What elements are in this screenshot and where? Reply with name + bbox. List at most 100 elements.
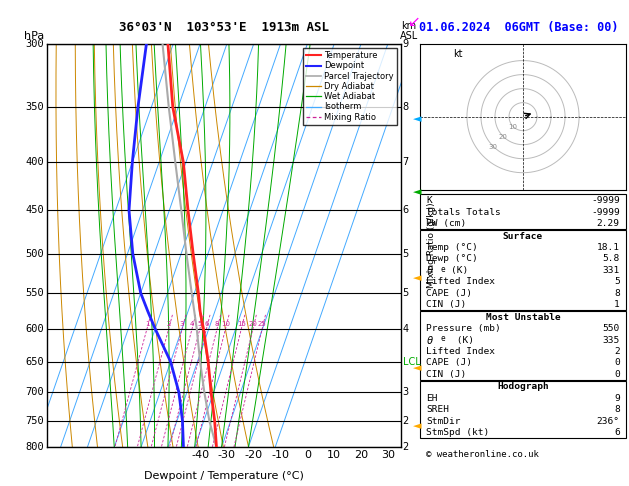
Text: ◄: ◄	[413, 273, 421, 283]
Text: Lifted Index: Lifted Index	[426, 278, 496, 286]
Text: 6: 6	[403, 206, 409, 215]
Text: Pressure (mb): Pressure (mb)	[426, 324, 501, 333]
Text: 15: 15	[237, 321, 246, 327]
Text: 2: 2	[403, 442, 409, 452]
Text: Hodograph: Hodograph	[497, 382, 549, 391]
Text: 650: 650	[25, 357, 44, 367]
Text: 7: 7	[403, 157, 409, 167]
Text: 25: 25	[258, 321, 267, 327]
Text: 5: 5	[403, 288, 409, 298]
Legend: Temperature, Dewpoint, Parcel Trajectory, Dry Adiabat, Wet Adiabat, Isotherm, Mi: Temperature, Dewpoint, Parcel Trajectory…	[303, 48, 397, 125]
Text: 3: 3	[403, 387, 409, 397]
Text: Temp (°C): Temp (°C)	[426, 243, 478, 252]
Text: 236°: 236°	[597, 417, 620, 426]
Text: θ: θ	[426, 266, 433, 276]
Text: K: K	[426, 196, 432, 205]
Text: 30: 30	[381, 450, 395, 460]
Text: -40: -40	[191, 450, 209, 460]
Text: 9: 9	[614, 394, 620, 403]
Text: 20: 20	[498, 134, 507, 140]
Text: ◄: ◄	[413, 114, 421, 124]
Text: 2.29: 2.29	[597, 219, 620, 228]
Text: 4: 4	[190, 321, 194, 327]
Text: 18.1: 18.1	[597, 243, 620, 252]
Text: StmSpd (kt): StmSpd (kt)	[426, 428, 489, 437]
Text: 350: 350	[25, 102, 44, 112]
Text: 6: 6	[204, 321, 209, 327]
Text: © weatheronline.co.uk: © weatheronline.co.uk	[426, 450, 539, 459]
Text: -9999: -9999	[591, 208, 620, 217]
Text: Lifted Index: Lifted Index	[426, 347, 496, 356]
Text: 800: 800	[25, 442, 44, 452]
Text: 0: 0	[614, 359, 620, 367]
Text: -20: -20	[245, 450, 263, 460]
Text: PW (cm): PW (cm)	[426, 219, 467, 228]
Text: 600: 600	[25, 324, 44, 334]
Text: Mixing Ratio (g/kg): Mixing Ratio (g/kg)	[427, 203, 436, 288]
Text: ↙: ↙	[408, 14, 420, 29]
Text: kt: kt	[453, 50, 462, 59]
Text: 5: 5	[614, 278, 620, 286]
Text: EH: EH	[426, 394, 438, 403]
Text: 9: 9	[403, 39, 409, 49]
Text: Most Unstable: Most Unstable	[486, 312, 560, 322]
Text: 2: 2	[167, 321, 171, 327]
Text: 6: 6	[614, 428, 620, 437]
Text: 331: 331	[603, 266, 620, 275]
Text: LCL: LCL	[403, 357, 420, 367]
Text: 750: 750	[25, 416, 44, 426]
Text: 5: 5	[403, 249, 409, 259]
Text: 20: 20	[354, 450, 368, 460]
Text: 1: 1	[614, 300, 620, 309]
Text: Surface: Surface	[503, 231, 543, 241]
Text: e: e	[441, 264, 445, 274]
Text: 30: 30	[488, 144, 498, 150]
Text: 10: 10	[327, 450, 341, 460]
Text: Dewp (°C): Dewp (°C)	[426, 254, 478, 263]
Text: 335: 335	[603, 336, 620, 345]
Text: 36°03'N  103°53'E  1913m ASL: 36°03'N 103°53'E 1913m ASL	[120, 21, 329, 34]
Text: 8: 8	[403, 102, 409, 112]
Text: θ: θ	[426, 336, 433, 346]
Text: 550: 550	[603, 324, 620, 333]
Bar	[420, 381, 626, 438]
Text: CAPE (J): CAPE (J)	[426, 359, 472, 367]
Text: ◄: ◄	[413, 421, 421, 431]
Text: e: e	[441, 334, 445, 343]
Text: CAPE (J): CAPE (J)	[426, 289, 472, 298]
Text: CIN (J): CIN (J)	[426, 300, 467, 309]
Text: -9999: -9999	[591, 196, 620, 205]
Text: ◄: ◄	[413, 363, 421, 373]
Text: (K): (K)	[451, 266, 468, 275]
Text: -30: -30	[218, 450, 236, 460]
Text: -10: -10	[272, 450, 289, 460]
Text: (K): (K)	[451, 336, 474, 345]
Bar	[420, 194, 626, 229]
Text: 20: 20	[248, 321, 257, 327]
Bar	[420, 230, 626, 310]
Text: 500: 500	[25, 249, 44, 259]
Text: 4: 4	[403, 324, 409, 334]
Text: Totals Totals: Totals Totals	[426, 208, 501, 217]
Text: km
ASL: km ASL	[399, 21, 418, 41]
Text: StmDir: StmDir	[426, 417, 461, 426]
Text: ◄: ◄	[413, 187, 421, 197]
Text: 5: 5	[198, 321, 202, 327]
Text: 0: 0	[304, 450, 311, 460]
Text: Dewpoint / Temperature (°C): Dewpoint / Temperature (°C)	[144, 471, 304, 481]
Text: 3: 3	[180, 321, 184, 327]
Text: 550: 550	[25, 288, 44, 298]
Bar	[420, 311, 626, 380]
Text: SREH: SREH	[426, 405, 449, 415]
Text: 8: 8	[614, 289, 620, 298]
Text: CIN (J): CIN (J)	[426, 370, 467, 379]
Text: 0: 0	[614, 370, 620, 379]
Text: 8: 8	[614, 405, 620, 415]
Text: 400: 400	[25, 157, 44, 167]
Text: 10: 10	[221, 321, 230, 327]
Text: 700: 700	[25, 387, 44, 397]
Text: 2: 2	[614, 347, 620, 356]
Text: 8: 8	[215, 321, 220, 327]
Text: 300: 300	[25, 39, 44, 49]
Text: 01.06.2024  06GMT (Base: 00): 01.06.2024 06GMT (Base: 00)	[419, 21, 619, 34]
